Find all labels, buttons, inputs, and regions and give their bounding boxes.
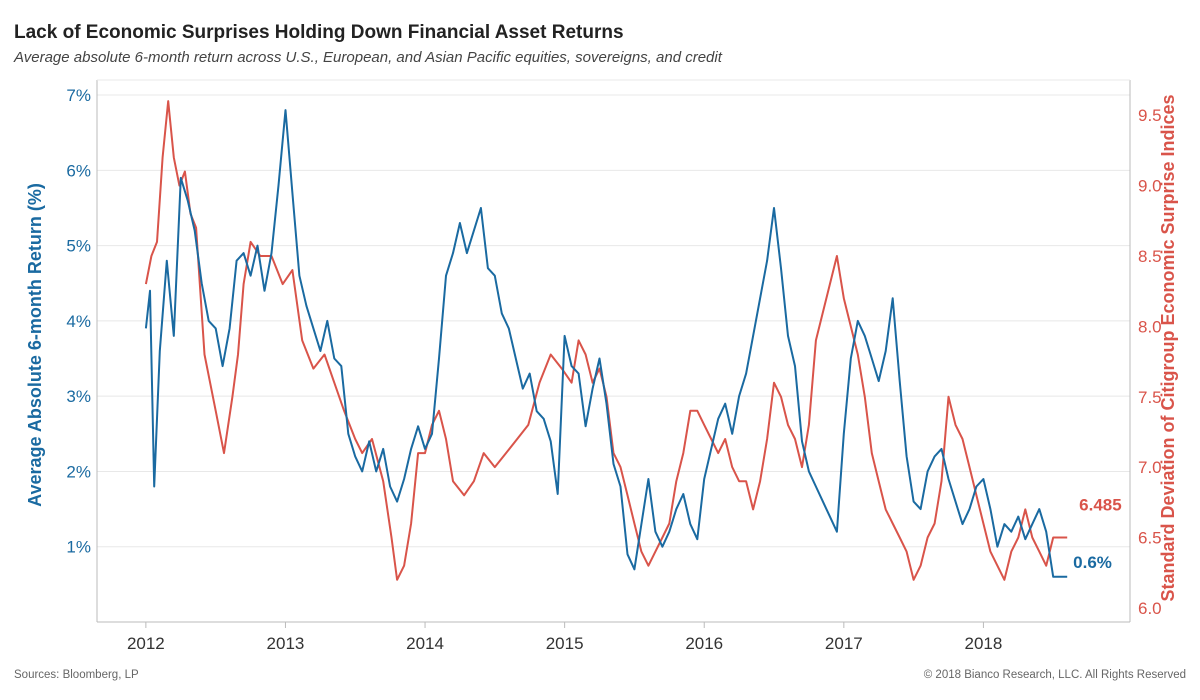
x-tick-label: 2017 <box>825 634 863 653</box>
right-tick-label: 6.0 <box>1138 599 1162 618</box>
chart-title: Lack of Economic Surprises Holding Down … <box>14 22 624 43</box>
right-tick-label: 8.0 <box>1138 317 1162 336</box>
right-tick-label: 6.5 <box>1138 529 1162 548</box>
right-axis-ticks: 6.0 6.5 7.0 7.5 8.0 8.5 9.0 9.5 <box>1138 106 1162 618</box>
left-tick-label: 4% <box>66 312 91 331</box>
left-tick-label: 2% <box>66 462 91 481</box>
end-labels: 0.6% 6.485 <box>1073 496 1122 572</box>
left-tick-label: 3% <box>66 387 91 406</box>
surprise-stddev-series-line <box>144 100 1068 581</box>
chart-subtitle: Average absolute 6-month return across U… <box>14 49 722 66</box>
surprise-end-label: 6.485 <box>1079 496 1122 515</box>
return-end-label: 0.6% <box>1073 553 1112 572</box>
x-tick-label: 2014 <box>406 634 444 653</box>
copyright-note: © 2018 Bianco Research, LLC. All Rights … <box>923 669 1186 681</box>
plot-frame <box>96 79 1131 623</box>
right-tick-label: 9.0 <box>1138 177 1162 196</box>
x-axis-ticks: 2012 2013 2014 2015 2016 2017 2018 <box>127 622 1002 653</box>
left-axis-title: Average Absolute 6-month Return (%) <box>25 183 45 507</box>
left-tick-label: 6% <box>66 161 91 180</box>
right-tick-label: 7.5 <box>1138 388 1162 407</box>
right-tick-label: 8.5 <box>1138 247 1162 266</box>
series-lines <box>144 100 1068 581</box>
right-tick-label: 9.5 <box>1138 106 1162 125</box>
left-tick-label: 5% <box>66 237 91 256</box>
gridlines <box>97 94 1130 548</box>
x-tick-label: 2013 <box>267 634 305 653</box>
left-axis-ticks: 1% 2% 3% 4% 5% 6% 7% <box>66 86 91 557</box>
left-tick-label: 7% <box>66 86 91 105</box>
source-note: Sources: Bloomberg, LP <box>14 669 139 681</box>
x-tick-label: 2016 <box>685 634 723 653</box>
return-series-line <box>144 109 1068 578</box>
x-tick-label: 2018 <box>965 634 1003 653</box>
x-tick-label: 2012 <box>127 634 165 653</box>
right-axis-title: Standard Deviation of Citigroup Economic… <box>1158 94 1178 601</box>
left-tick-label: 1% <box>66 538 91 557</box>
right-tick-label: 7.0 <box>1138 458 1162 477</box>
x-tick-label: 2015 <box>546 634 584 653</box>
